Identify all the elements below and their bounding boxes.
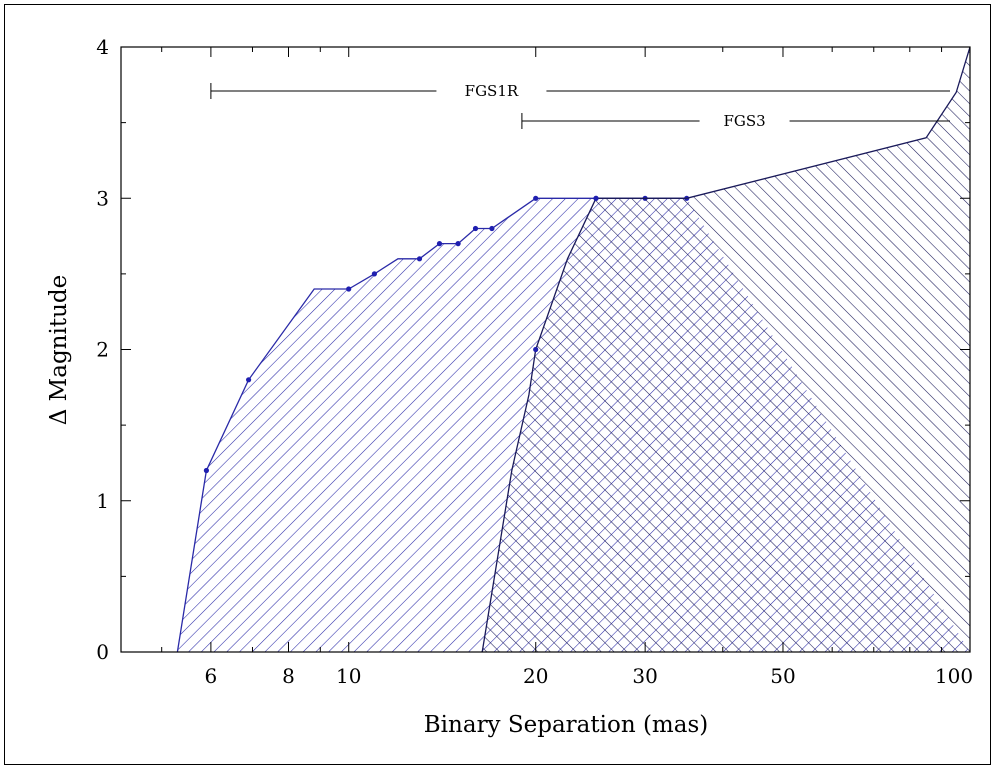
y-tick-label: 4 [96, 35, 109, 59]
annotation-label: FGS3 [723, 112, 765, 130]
annotation-fgs1r: FGS1R [210, 82, 950, 100]
annotation-label: FGS1R [465, 82, 519, 100]
y-tick-label: 3 [96, 186, 109, 210]
curve-fgs1r [176, 197, 687, 652]
marker-fgs1r-4 [416, 256, 423, 262]
marker-fgs1r-2 [346, 286, 352, 292]
marker-fgs1r-5 [436, 241, 443, 247]
x-tick-label: 6 [205, 664, 218, 688]
x-tick-label: 50 [770, 664, 795, 688]
marker-fgs1r-3 [371, 271, 377, 277]
x-tick-label: 100 [935, 664, 973, 688]
x-tick-label: 20 [523, 664, 548, 688]
axes [120, 46, 971, 653]
marker-fgs1r-6 [455, 241, 461, 247]
marker-fgs1r-9 [533, 195, 539, 201]
range-annotations: FGS1R FGS3 [210, 82, 950, 130]
x-tick-label: 8 [282, 664, 295, 688]
annotation-fgs3: FGS3 [521, 112, 950, 130]
y-tick-label: 0 [96, 640, 109, 664]
marker-fgs1r-7 [472, 225, 479, 232]
area-fgs3 [482, 47, 970, 652]
x-tick-label: 10 [336, 664, 361, 688]
y-tick-label: 1 [96, 489, 109, 513]
y-axis-title: Δ Magnitude [46, 275, 72, 425]
tick-labels: 0 1 2 3 4 6 8 10 20 30 50 100 [96, 35, 973, 688]
x-tick-label: 30 [632, 664, 657, 688]
plot-areas [176, 47, 970, 652]
x-axis-title: Binary Separation (mas) [424, 712, 708, 738]
marker-fgs1r-1 [246, 377, 252, 383]
marker-fgs3-1 [593, 195, 599, 201]
y-tick-label: 2 [96, 338, 109, 362]
marker-fgs1r-0 [203, 467, 209, 474]
marker-fgs1r-8 [489, 225, 495, 232]
marker-fgs3-0 [533, 346, 539, 353]
